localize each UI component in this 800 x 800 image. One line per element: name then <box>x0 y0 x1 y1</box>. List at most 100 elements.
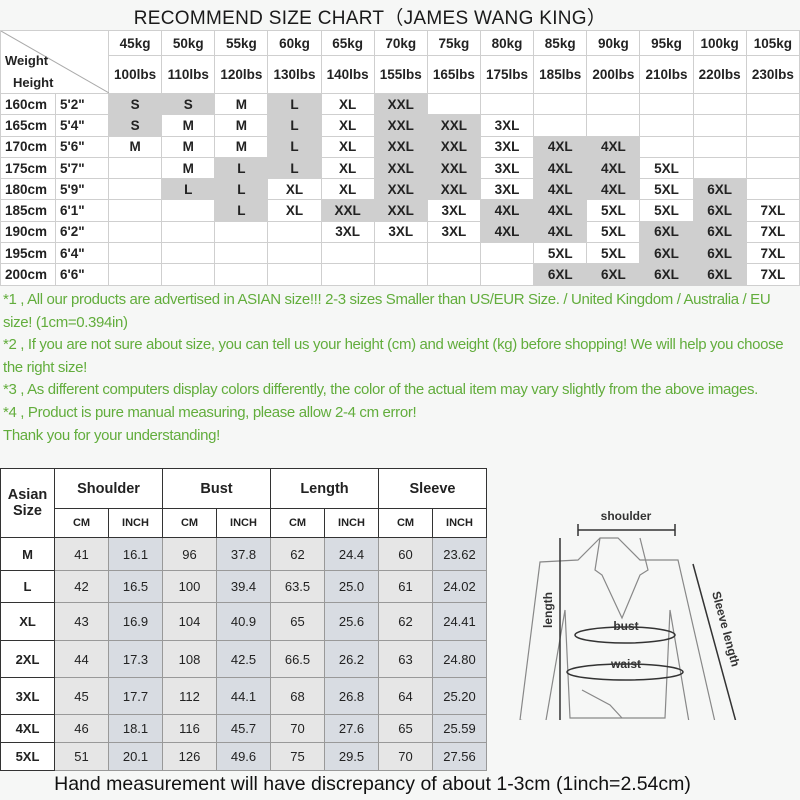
weight-lbs-header: 220lbs <box>692 55 747 94</box>
size-cell: S <box>107 114 163 137</box>
size-cell: 5XL <box>586 199 641 222</box>
size-label: M <box>0 537 55 571</box>
weight-kg-header: 45kg <box>107 30 163 56</box>
measurement-value: 24.41 <box>432 602 487 641</box>
note-3: *3 , As different computers display colo… <box>3 381 758 399</box>
size-cell: S <box>107 92 163 116</box>
measurement-value: 49.6 <box>216 742 271 771</box>
size-cell: 6XL <box>692 178 747 201</box>
size-cell: L <box>267 135 322 158</box>
weight-kg-header: 100kg <box>692 30 747 56</box>
measurement-value: 40.9 <box>216 602 271 641</box>
shoulder-label: shoulder <box>601 509 652 523</box>
measurement-value: 65 <box>270 602 325 641</box>
size-cell: M <box>214 114 269 137</box>
measurement-value: 43 <box>54 602 109 641</box>
size-cell: XL <box>320 156 375 180</box>
unit-header: CM <box>378 508 433 538</box>
measurement-value: 18.1 <box>108 714 163 743</box>
size-cell: L <box>214 199 269 222</box>
weight-kg-row: Weight Height 45kg 50kg 55kg 60kg 65kg 70kg 75kg… <box>0 30 800 94</box>
measurement-row: 3XL 45 17.7 112 44.1 68 26.8 64 25.20 <box>0 677 487 715</box>
size-cell <box>320 263 375 286</box>
measurement-value: 44 <box>54 640 109 678</box>
size-cell: 6XL <box>692 220 747 244</box>
size-cell <box>161 220 216 244</box>
size-label: 2XL <box>0 640 55 678</box>
measurement-value: 23.62 <box>432 537 487 571</box>
measurement-value: 104 <box>162 602 217 641</box>
measurement-value: 126 <box>162 742 217 771</box>
measurement-value: 63.5 <box>270 570 325 603</box>
size-cell: M <box>161 135 216 158</box>
size-cell: XXL <box>373 156 428 180</box>
height-ft: 6'1" <box>55 199 109 222</box>
weight-kg-header: 95kg <box>639 30 694 56</box>
size-cell: 6XL <box>639 242 694 265</box>
measurement-value: 24.80 <box>432 640 487 678</box>
size-cell: M <box>161 114 216 137</box>
size-cell: 4XL <box>586 156 641 180</box>
size-cell: XXL <box>426 114 481 137</box>
length-label: length <box>541 592 555 628</box>
unit-header: CM <box>162 508 217 538</box>
height-cm: 180cm <box>0 178 56 201</box>
size-row: 170cm 5'6" M M M L XL XXL XXL 3XL 4XL 4XL <box>0 135 800 158</box>
measurement-row: 5XL 51 20.1 126 49.6 75 29.5 70 27.56 <box>0 742 487 771</box>
measurement-value: 45.7 <box>216 714 271 743</box>
size-row: 195cm 6'4" 5XL 5XL 6XL 6XL 7XL <box>0 242 800 265</box>
waist-label: waist <box>610 657 641 671</box>
measurement-value: 16.9 <box>108 602 163 641</box>
size-cell <box>745 178 800 201</box>
size-cell: 5XL <box>586 242 641 265</box>
unit-header: INCH <box>432 508 487 538</box>
size-cell <box>107 242 163 265</box>
measurement-value: 45 <box>54 677 109 715</box>
measurement-value: 70 <box>378 742 433 771</box>
weight-lbs-header: 110lbs <box>161 55 216 94</box>
size-cell: L <box>267 114 322 137</box>
size-cell: 6XL <box>639 220 694 244</box>
weight-lbs-header: 200lbs <box>586 55 641 94</box>
unit-header: INCH <box>108 508 163 538</box>
size-cell: 6XL <box>639 263 694 286</box>
size-cell: XL <box>267 199 322 222</box>
measurement-value: 17.7 <box>108 677 163 715</box>
size-cell <box>267 220 322 244</box>
size-cell <box>639 92 694 116</box>
measurement-value: 112 <box>162 677 217 715</box>
size-cell: 4XL <box>533 220 588 244</box>
measurement-value: 39.4 <box>216 570 271 603</box>
size-cell: 6XL <box>692 263 747 286</box>
size-cell: 4XL <box>479 220 535 244</box>
size-cell: 3XL <box>320 220 375 244</box>
measurement-table: Asian Size Shoulder Bust Length Sleeve CM INCH… <box>0 468 487 771</box>
measurement-value: 42 <box>54 570 109 603</box>
measurement-value: 26.8 <box>324 677 379 715</box>
size-label: 5XL <box>0 742 55 771</box>
corner-height-label: Height <box>13 75 54 90</box>
size-cell: XXL <box>426 156 481 180</box>
measurement-value: 42.5 <box>216 640 271 678</box>
size-cell: 4XL <box>586 178 641 201</box>
measurement-value: 25.6 <box>324 602 379 641</box>
size-cell <box>692 114 747 137</box>
size-cell: 7XL <box>745 263 800 286</box>
measurement-value: 41 <box>54 537 109 571</box>
measurement-value: 37.8 <box>216 537 271 571</box>
measurement-value: 46 <box>54 714 109 743</box>
size-cell <box>214 220 269 244</box>
size-cell <box>586 92 641 116</box>
size-label: 4XL <box>0 714 55 743</box>
measurement-value: 65 <box>378 714 433 743</box>
bust-label: bust <box>613 619 638 633</box>
size-cell: 7XL <box>745 220 800 244</box>
measurement-value: 44.1 <box>216 677 271 715</box>
measurement-value: 61 <box>378 570 433 603</box>
size-row: 190cm 6'2" 3XL 3XL 3XL 4XL 4XL 5XL 6XL 6XL 7XL <box>0 220 800 244</box>
size-cell <box>267 263 322 286</box>
size-cell <box>426 92 481 116</box>
measurement-row: L 42 16.5 100 39.4 63.5 25.0 61 24.02 <box>0 570 487 603</box>
measurement-value: 27.56 <box>432 742 487 771</box>
size-cell: XL <box>320 92 375 116</box>
